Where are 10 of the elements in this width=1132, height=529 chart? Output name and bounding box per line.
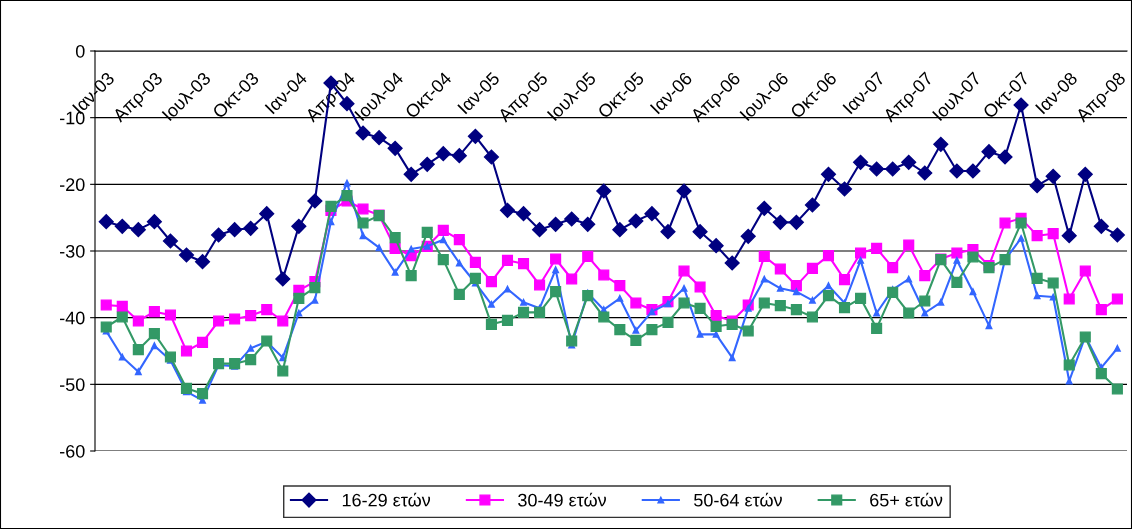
y-tick-label: 0: [75, 44, 85, 58]
legend-label: 16-29 ετών: [342, 492, 431, 507]
legend-label: 30-49 ετών: [518, 492, 606, 507]
y-tick-label: -50: [59, 378, 85, 392]
y-tick-label: -30: [59, 244, 85, 258]
y-tick-label: -60: [59, 444, 85, 458]
legend-label: 65+ ετών: [870, 492, 943, 507]
y-tick-label: -20: [59, 178, 85, 192]
legend-label: 50-64 ετών: [694, 492, 782, 507]
y-tick-label: -40: [59, 311, 85, 325]
